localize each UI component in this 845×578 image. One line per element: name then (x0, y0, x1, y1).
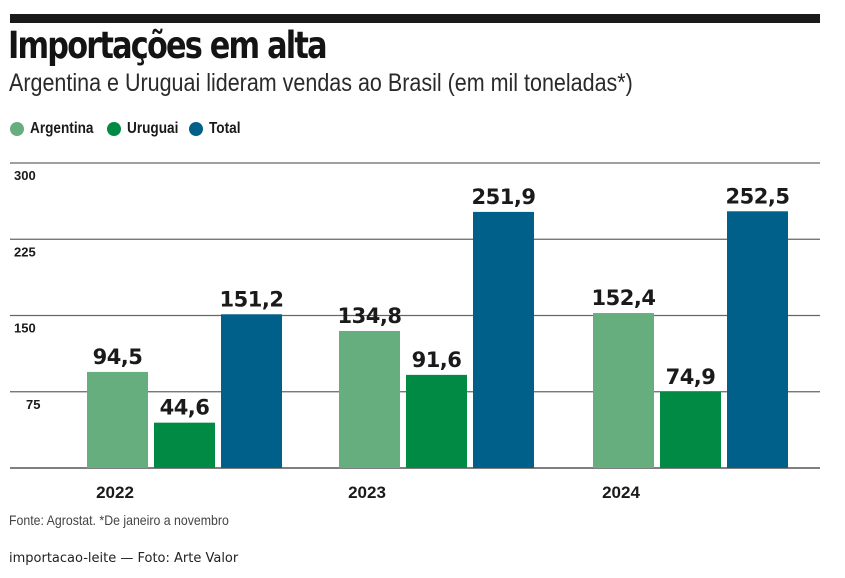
bar-total-2024 (727, 211, 788, 468)
legend-item-uruguai: Uruguai (106, 120, 179, 138)
bar-argentina-2024 (593, 313, 654, 468)
value-labels: 94,5 44,6 151,2 134,8 91,6 251,9 152,4 74,9 252,… (93, 184, 790, 419)
x-tick-label: 2023 (348, 483, 386, 500)
legend-label-argentina: Argentina (30, 120, 94, 137)
data-label-argentina-2022: 94,5 (93, 345, 143, 369)
image-caption: importacao-leite — Foto: Arte Valor (9, 551, 239, 566)
legend-label-total: Total (209, 120, 241, 137)
legend-swatch-uruguai (106, 122, 121, 136)
data-label-argentina-2024: 152,4 (592, 286, 656, 310)
source-note: Fonte: Agrostat. *De janeiro a novembro (9, 512, 229, 528)
x-tick-label: 2024 (602, 483, 640, 500)
y-tick-label: 225 (14, 244, 36, 259)
bar-uruguai-2023 (406, 374, 467, 468)
bar-uruguai-2024 (660, 391, 721, 468)
legend-item-total: Total (189, 120, 241, 138)
legend-label-uruguai: Uruguai (126, 120, 179, 137)
top-rule (10, 14, 820, 23)
data-label-total-2022: 151,2 (220, 287, 284, 311)
data-label-uruguai-2022: 44,6 (160, 396, 210, 420)
legend-item-argentina: Argentina (10, 120, 97, 138)
bar-uruguai-2022 (154, 422, 215, 468)
bar-argentina-2022 (87, 371, 148, 468)
data-label-uruguai-2024: 74,9 (666, 365, 716, 389)
y-tick-label: 150 (14, 321, 36, 336)
chart-title: Importações em alta (8, 24, 328, 67)
data-label-total-2024: 252,5 (726, 184, 790, 208)
bar-total-2023 (473, 211, 534, 468)
data-label-argentina-2023: 134,8 (338, 304, 402, 328)
bar-argentina-2023 (339, 330, 400, 468)
y-tick-label: 75 (26, 397, 40, 412)
bars (87, 211, 788, 468)
chart-subtitle: Argentina e Uruguai lideram vendas ao Br… (9, 69, 633, 97)
legend-swatch-total (189, 122, 204, 136)
legend: Argentina Uruguai Total (10, 120, 241, 138)
data-label-total-2023: 251,9 (472, 185, 536, 209)
y-tick-label: 300 (14, 168, 36, 183)
legend-swatch-argentina (10, 122, 24, 136)
bar-chart: 75 150 225 300 94,5 44,6 151,2 134,8 91,6 251,9 1… (10, 162, 820, 500)
x-tick-label: 2022 (96, 483, 134, 500)
x-axis: 2022 2023 2024 (96, 483, 640, 500)
data-label-uruguai-2023: 91,6 (412, 348, 462, 372)
bar-total-2022 (221, 314, 282, 468)
